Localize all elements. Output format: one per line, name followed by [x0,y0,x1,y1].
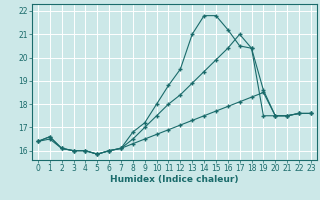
X-axis label: Humidex (Indice chaleur): Humidex (Indice chaleur) [110,175,239,184]
